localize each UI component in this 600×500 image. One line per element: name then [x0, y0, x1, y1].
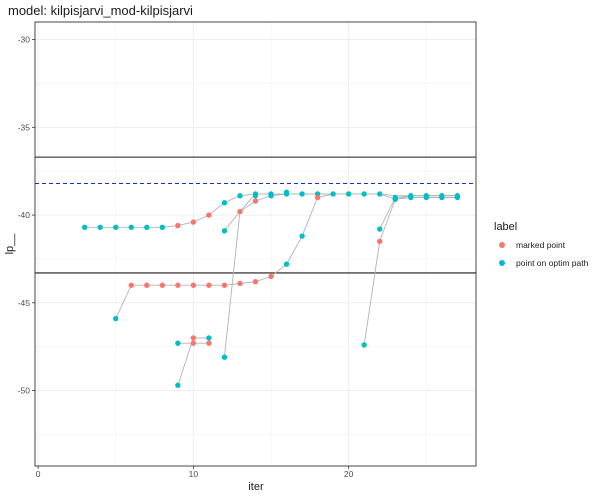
point-marked	[190, 219, 197, 225]
point-optim-path	[408, 194, 414, 201]
point-marked	[190, 340, 197, 346]
legend-key-marked-point	[499, 242, 505, 248]
point-marked	[175, 222, 181, 229]
point-marked	[268, 273, 274, 280]
point-optim-path	[361, 342, 367, 348]
x-tick-label: 10	[189, 469, 199, 479]
point-marked	[314, 194, 321, 201]
y-tick-label: -30	[18, 35, 31, 45]
data-points	[81, 189, 461, 388]
point-optim-path	[206, 335, 212, 341]
point-marked	[252, 198, 259, 204]
y-tick-label: -35	[18, 122, 31, 132]
point-optim-path	[81, 224, 88, 231]
reference-lines	[35, 156, 476, 274]
x-axis-ticks: 0 10 20	[36, 466, 354, 479]
point-marked	[237, 208, 243, 215]
point-marked	[237, 280, 243, 287]
x-axis-title: iter	[248, 481, 264, 493]
point-optim-path	[237, 193, 243, 199]
point-optim-path	[299, 233, 305, 239]
point-optim-path	[128, 224, 134, 231]
point-marked	[377, 238, 383, 245]
panel-border	[34, 21, 477, 467]
y-axis-ticks: -30 -35 -40 -45 -50	[18, 35, 35, 396]
point-marked	[206, 212, 212, 218]
x-tick-label: 0	[36, 469, 41, 479]
point-marked	[159, 282, 166, 288]
point-optim-path	[361, 191, 367, 197]
legend: label marked point point on optim path	[494, 221, 589, 268]
point-optim-path	[221, 228, 228, 234]
point-optim-path	[268, 193, 274, 199]
legend-key-optim-point	[499, 260, 505, 266]
point-marked	[206, 340, 212, 346]
point-optim-path	[423, 194, 430, 201]
point-optim-path	[299, 191, 305, 197]
point-marked	[221, 282, 228, 288]
legend-label-optim-point: point on optim path	[516, 258, 589, 268]
point-optim-path	[97, 224, 103, 231]
legend-title: label	[494, 221, 517, 233]
point-optim-path	[175, 382, 181, 388]
y-tick-label: -40	[18, 210, 31, 220]
x-tick-label: 20	[344, 469, 354, 479]
point-marked	[206, 282, 212, 288]
legend-label-marked-point: marked point	[516, 240, 566, 250]
point-optim-path	[345, 191, 352, 197]
point-optim-path	[159, 224, 166, 231]
plot-panel	[34, 21, 477, 467]
point-marked	[190, 282, 197, 288]
point-optim-path	[283, 261, 290, 267]
point-optim-path	[392, 194, 398, 201]
point-marked	[190, 335, 197, 341]
point-optim-path	[377, 191, 383, 197]
point-optim-path	[113, 224, 119, 231]
point-optim-path	[175, 340, 181, 346]
grid-lines	[35, 22, 476, 466]
point-marked	[128, 282, 134, 288]
point-marked	[252, 279, 259, 285]
point-optim-path	[283, 189, 290, 195]
y-tick-label: -45	[18, 298, 31, 308]
point-optim-path	[252, 193, 259, 199]
point-optim-path	[377, 226, 383, 232]
y-tick-label: -50	[18, 386, 31, 396]
point-optim-path	[144, 224, 150, 231]
chart-title: model: kilpisjarvi_mod-kilpisjarvi	[8, 3, 193, 18]
point-optim-path	[454, 194, 461, 201]
point-optim-path	[330, 191, 336, 197]
y-axis-title: lp__	[4, 233, 16, 255]
panel-background	[35, 22, 476, 466]
point-optim-path	[221, 200, 228, 206]
point-marked	[175, 282, 181, 288]
point-optim-path	[113, 315, 119, 322]
point-marked	[144, 282, 150, 288]
point-optim-path	[221, 354, 228, 360]
point-optim-path	[439, 194, 445, 201]
